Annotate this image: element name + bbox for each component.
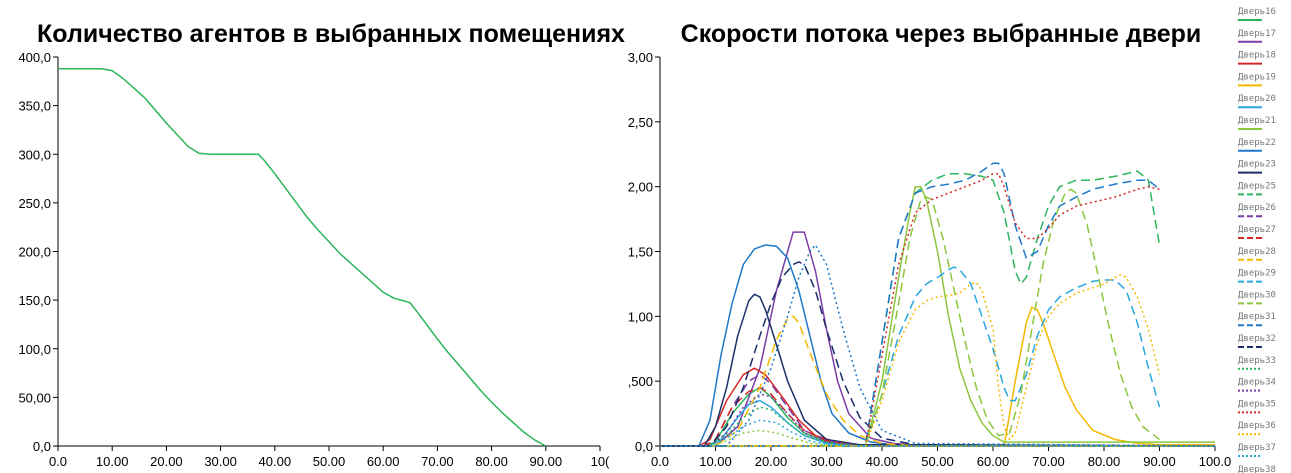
series-line-Дверь32 <box>660 261 1216 447</box>
chart2-door-flow-rates: 0.0 10.00 20.00 30.00 40.00 50.00 60.00 70.00 80… <box>628 50 1232 469</box>
series-line-Дверь27 <box>660 386 1215 447</box>
y-tick-label: 200,0 <box>18 245 51 260</box>
x-tick-label: 60.00 <box>367 454 400 469</box>
series-line-Дверь17 <box>660 231 1215 447</box>
legend-label: Дверь16 <box>1238 7 1276 17</box>
x-tick-label: 20.00 <box>755 454 788 469</box>
legend-label: Дверь32 <box>1238 334 1276 344</box>
legend-label: Дверь38 <box>1238 465 1276 473</box>
series-line-Дверь34 <box>660 393 1215 447</box>
x-tick-label: 50.00 <box>921 454 954 469</box>
legend-label: Дверь29 <box>1238 269 1276 279</box>
x-tick-label: 60.00 <box>977 454 1010 469</box>
chart1-title: Количество агентов в выбранных помещения… <box>37 20 625 48</box>
series-line-Дверь31 <box>660 162 1160 447</box>
x-tick-label: 10.00 <box>699 454 732 469</box>
x-tick-label: 20.00 <box>150 454 183 469</box>
x-tick-label: 10.00 <box>96 454 129 469</box>
legend-label: Дверь37 <box>1238 443 1276 453</box>
chart2-title: Скорости потока через выбранные двери <box>681 20 1202 48</box>
series-line-Дверь21 <box>660 185 1215 447</box>
y-tick-label: 1,00 <box>628 309 653 324</box>
x-tick-label: 70.00 <box>1032 454 1065 469</box>
legend-label: Дверь21 <box>1238 116 1276 126</box>
y-tick-label: 150,0 <box>18 293 51 308</box>
y-tick-label: 2,50 <box>628 115 653 130</box>
x-tick-label: 90.00 <box>1143 454 1176 469</box>
series-line-Дверь38 <box>660 429 1215 447</box>
legend-label: Дверь18 <box>1238 51 1276 61</box>
series-line-1 <box>58 67 547 447</box>
series-line-Дверь28 <box>660 315 1215 447</box>
y-tick-label: 400,0 <box>18 50 51 65</box>
legend-label: Дверь34 <box>1238 378 1276 388</box>
series-line-Дверь19 <box>660 306 1215 447</box>
x-tick-label: 80.00 <box>475 454 508 469</box>
x-tick-label: 10( <box>591 454 610 469</box>
x-tick-label: 40.00 <box>866 454 899 469</box>
legend-label: Дверь33 <box>1238 356 1276 366</box>
y-tick-label: 0,0 <box>635 439 653 454</box>
legend-label: Дверь28 <box>1238 247 1276 257</box>
y-tick-label: 1,50 <box>628 245 653 260</box>
series-line-Дверь36 <box>660 274 1161 447</box>
y-tick-label: 3,00 <box>628 50 653 65</box>
series-line-Дверь29 <box>660 266 1161 447</box>
y-tick-label: 250,0 <box>18 196 51 211</box>
chart1-agent-count: 0.0 10.00 20.00 30.00 40.00 50.00 60.00 70.00 80… <box>18 50 610 469</box>
legend-label: Дверь23 <box>1238 160 1276 170</box>
legend-label: Дверь26 <box>1238 203 1276 213</box>
series-line-Дверь23 <box>660 293 1216 447</box>
series-line-23 <box>660 244 1216 447</box>
x-tick-label: 90.00 <box>530 454 563 469</box>
x-tick-label: 100.0 <box>1199 454 1232 469</box>
x-tick-label: 30.00 <box>810 454 843 469</box>
series-line-Дверь35 <box>660 172 1160 447</box>
legend-label: Дверь22 <box>1238 138 1276 148</box>
y-tick-label: ,500 <box>628 374 653 389</box>
x-tick-label: 50.00 <box>313 454 346 469</box>
x-tick-label: 80.00 <box>1088 454 1121 469</box>
series-line-Дверь33 <box>660 406 1215 447</box>
legend-label: Дверь36 <box>1238 421 1276 431</box>
x-tick-label: 30.00 <box>204 454 237 469</box>
legend-label: Дверь31 <box>1238 312 1276 322</box>
legend-label: Дверь25 <box>1238 181 1276 191</box>
y-tick-label: 2,00 <box>628 180 653 195</box>
legend-label: Дверь27 <box>1238 225 1276 235</box>
chart2-legend: Дверь16 Дверь17 Дверь18 Дверь19 Дверь20 Дверь… <box>1238 7 1276 473</box>
y-tick-label: 350,0 <box>18 99 51 114</box>
legend-label: Дверь19 <box>1238 72 1276 82</box>
y-tick-label: 300,0 <box>18 147 51 162</box>
x-tick-label: 40.00 <box>259 454 292 469</box>
y-tick-label: 0,0 <box>33 439 51 454</box>
series-line-Дверь26 <box>660 373 1215 447</box>
legend-label: Дверь20 <box>1238 94 1276 104</box>
series-line-Дверь22 <box>660 244 1215 447</box>
legend-label: Дверь30 <box>1238 290 1276 300</box>
series-line-Дверь16 <box>660 386 1215 447</box>
x-tick-label: 70.00 <box>421 454 454 469</box>
series-line-Дверь25 <box>660 170 1161 447</box>
x-tick-label: 0.0 <box>49 454 67 469</box>
y-tick-label: 100,0 <box>18 342 51 357</box>
legend-label: Дверь35 <box>1238 399 1276 409</box>
y-tick-label: 50,00 <box>18 390 51 405</box>
series-line-Дверь30 <box>660 188 1160 447</box>
legend-label: Дверь17 <box>1238 29 1276 39</box>
x-tick-label: 0.0 <box>651 454 669 469</box>
